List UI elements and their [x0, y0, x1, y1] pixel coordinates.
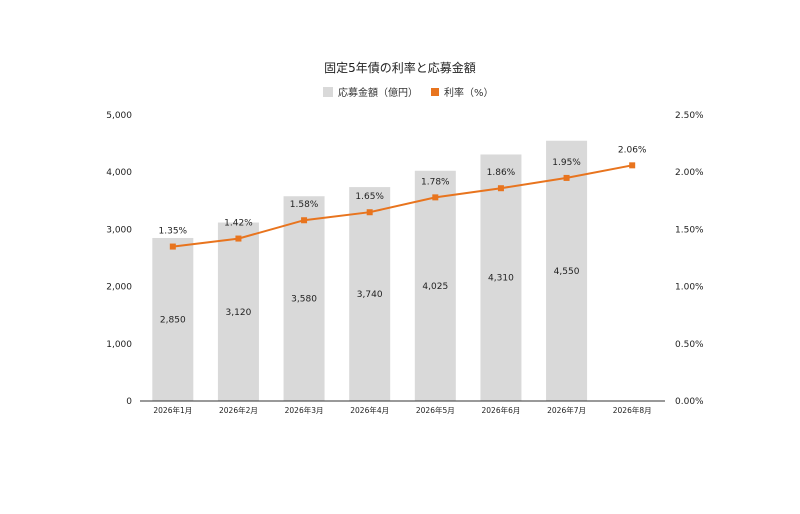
left-tick-label: 0 — [126, 397, 132, 407]
legend-swatch-line — [431, 88, 439, 96]
left-tick-label: 1,000 — [106, 340, 132, 350]
legend-label-bar: 応募金額（億円） — [338, 86, 418, 99]
rate-value-label: 1.65% — [355, 192, 384, 202]
x-tick-label: 2026年6月 — [482, 405, 521, 415]
bar-value-label: 3,120 — [226, 308, 252, 318]
rate-point — [366, 209, 373, 216]
bar — [283, 196, 325, 401]
left-tick-label: 5,000 — [106, 111, 132, 121]
bar-value-label: 3,580 — [291, 295, 317, 305]
bar — [152, 237, 194, 401]
rate-point — [497, 185, 504, 192]
right-tick-label: 2.50% — [675, 111, 704, 121]
rate-value-label: 1.86% — [487, 168, 516, 178]
legend: 応募金額（億円） 利率（%） — [323, 86, 494, 99]
rate-value-label: 1.58% — [290, 200, 319, 210]
x-tick-label: 2026年7月 — [547, 405, 586, 415]
bar-labels: 2,850 3,120 3,580 3,740 4,025 4,310 4,550 — [160, 267, 580, 326]
right-tick-label: 0.50% — [675, 340, 704, 350]
legend-swatch-bar — [323, 87, 333, 97]
rate-value-label: 2.06% — [618, 145, 647, 155]
rate-value-label: 1.42% — [224, 219, 253, 229]
rate-point — [563, 174, 570, 181]
bar — [546, 140, 588, 402]
x-tick-label: 2026年2月 — [219, 405, 258, 415]
bar-value-label: 4,310 — [488, 274, 514, 284]
bar-value-label: 3,740 — [357, 290, 383, 300]
legend-label-line: 利率（%） — [444, 86, 494, 99]
right-tick-label: 1.50% — [675, 225, 704, 235]
right-tick-label: 2.00% — [675, 168, 704, 178]
left-tick-label: 3,000 — [106, 225, 132, 235]
x-axis: 2026年1月 2026年2月 2026年3月 2026年4月 2026年5月 2026年… — [153, 405, 651, 415]
bar — [349, 187, 391, 401]
right-tick-label: 0.00% — [675, 397, 704, 407]
rate-value-label: 1.95% — [552, 158, 581, 168]
right-axis: 0.00% 0.50% 1.00% 1.50% 2.00% 2.50% — [675, 111, 704, 407]
x-tick-label: 2026年3月 — [285, 405, 324, 415]
rate-line — [172, 164, 633, 248]
x-tick-label: 2026年8月 — [613, 405, 652, 415]
rate-points — [169, 162, 636, 250]
right-tick-label: 1.00% — [675, 283, 704, 293]
rate-point — [169, 243, 176, 250]
bar-value-label: 4,550 — [554, 267, 580, 277]
rate-labels: 1.35% 1.42% 1.58% 1.65% 1.78% 1.86% 1.95% 2.06% — [159, 145, 647, 236]
x-tick-label: 2026年4月 — [350, 405, 389, 415]
rate-point — [235, 235, 242, 242]
x-tick-label: 2026年1月 — [153, 405, 192, 415]
bar — [414, 170, 456, 401]
bar-series — [152, 140, 588, 402]
bar — [217, 222, 259, 401]
left-axis: 0 1,000 2,000 3,000 4,000 5,000 — [106, 111, 132, 407]
rate-point — [432, 194, 439, 201]
left-tick-label: 4,000 — [106, 168, 132, 178]
left-tick-label: 2,000 — [106, 283, 132, 293]
rate-value-label: 1.78% — [421, 177, 450, 187]
bar-value-label: 2,850 — [160, 315, 186, 325]
rate-value-label: 1.35% — [159, 227, 188, 237]
bar — [480, 154, 522, 401]
rate-point — [301, 217, 308, 224]
bar-value-label: 4,025 — [422, 282, 448, 292]
rate-point — [629, 162, 636, 169]
chart-title: 固定5年債の利率と応募金額 — [324, 60, 476, 75]
x-tick-label: 2026年5月 — [416, 405, 455, 415]
